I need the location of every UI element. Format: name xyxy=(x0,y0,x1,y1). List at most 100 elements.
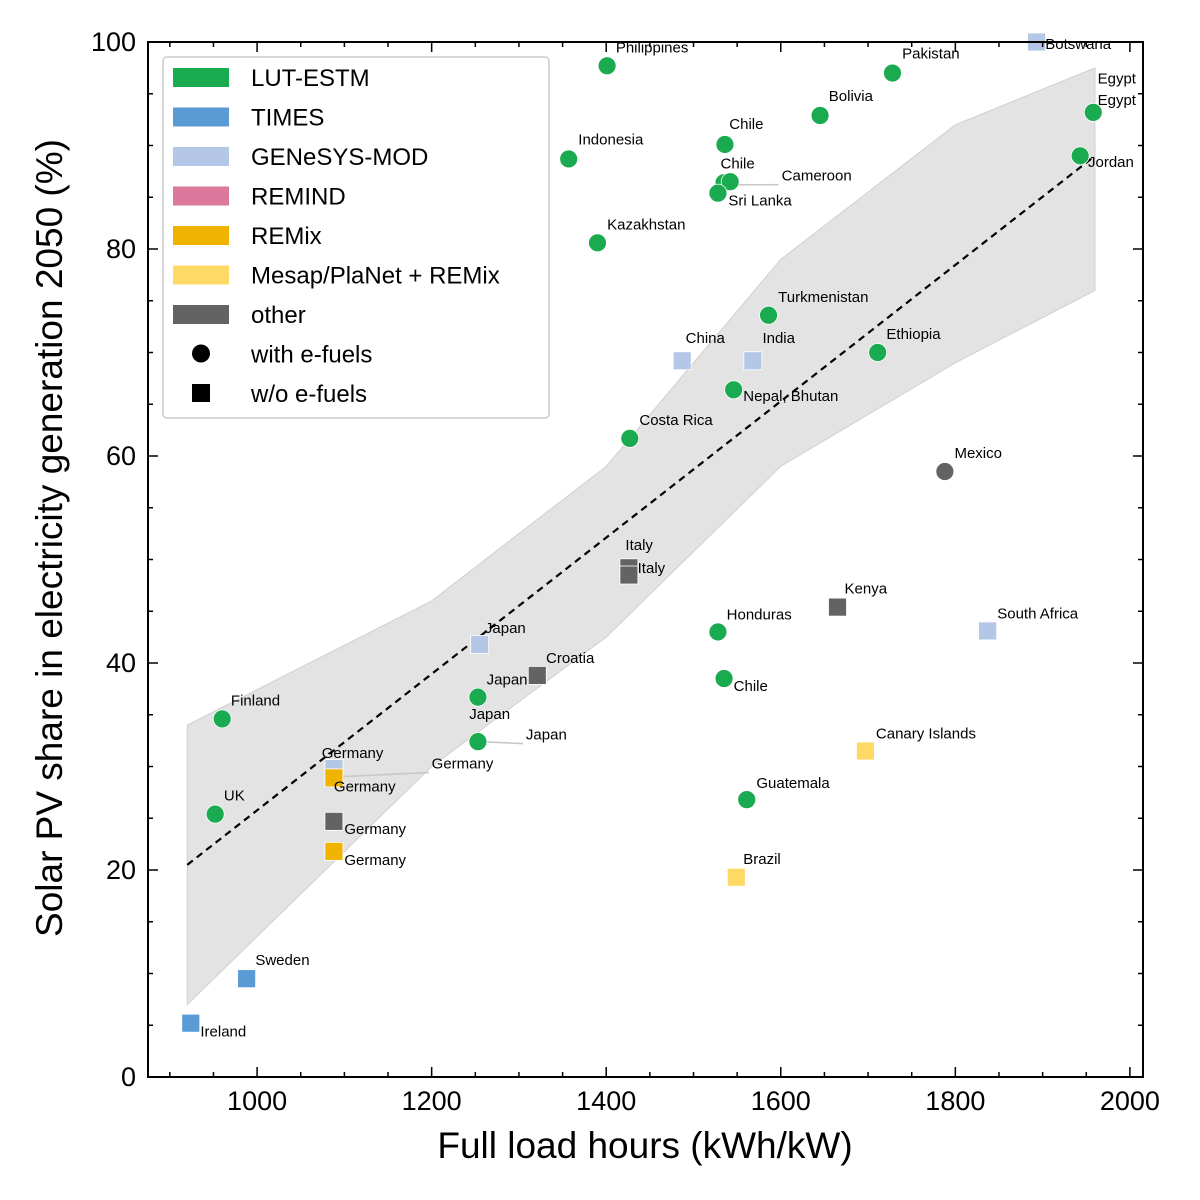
point-label-croatia: Croatia xyxy=(546,650,595,667)
point-label-japan: Japan xyxy=(487,672,528,689)
point-label-kazakhstan: Kazakhstan xyxy=(607,216,685,233)
point-chile-lut-estm xyxy=(714,669,734,688)
legend-swatch xyxy=(173,226,229,245)
point-label-egypt: Egypt xyxy=(1098,70,1137,87)
legend-swatch xyxy=(173,305,229,324)
point-label-germany: Germany xyxy=(322,745,384,762)
leader-line xyxy=(337,771,429,778)
point-label-honduras: Honduras xyxy=(727,607,792,624)
point-label-ethiopia: Ethiopia xyxy=(886,326,941,343)
point-kenya-other xyxy=(828,597,847,617)
point-costa-rica-lut-estm xyxy=(620,429,640,448)
y-axis-title: Solar PV share in electricity generation… xyxy=(29,139,70,937)
point-south-africa-genesys-mod xyxy=(978,621,998,641)
y-tick-label: 40 xyxy=(106,648,136,678)
point-label-philippines: Philippines xyxy=(616,39,689,56)
legend-item-remix: REMix xyxy=(173,223,322,250)
point-label-bolivia: Bolivia xyxy=(829,88,874,105)
x-tick-label: 1800 xyxy=(925,1086,985,1116)
point-canary-islands-mesap-planet-remix xyxy=(856,741,875,761)
point-honduras-lut-estm xyxy=(708,622,728,642)
point-japan-lut-estm xyxy=(468,732,488,752)
legend-marker-circle xyxy=(192,344,210,363)
legend-item-mesap-planet-remix: Mesap/PlaNet + REMix xyxy=(173,263,500,290)
point-japan-genesys-mod xyxy=(470,634,490,654)
point-label-germany: Germany xyxy=(432,756,494,773)
legend-swatch xyxy=(173,186,229,206)
point-turkmenistan-lut-estm xyxy=(759,305,778,325)
y-tick-label: 0 xyxy=(121,1062,136,1092)
point-guatemala-lut-estm xyxy=(737,790,757,810)
point-label-jordan: Jordan xyxy=(1088,154,1134,171)
point-label-germany: Germany xyxy=(334,778,396,795)
y-tick-label: 20 xyxy=(106,855,136,885)
confidence-band-layer xyxy=(186,67,1096,1006)
point-jordan-lut-estm xyxy=(1070,146,1090,166)
point-cameroon-lut-estm xyxy=(720,172,740,192)
point-label-japan: Japan xyxy=(526,727,567,744)
point-label-south-africa: South Africa xyxy=(997,605,1079,622)
point-label-nepal-bhutan: Nepal, Bhutan xyxy=(743,388,838,405)
point-label-turkmenistan: Turkmenistan xyxy=(778,289,868,306)
point-italy-other xyxy=(619,565,639,585)
point-label-guatemala: Guatemala xyxy=(756,775,830,792)
point-label-canary-islands: Canary Islands xyxy=(876,726,976,743)
legend-item-lut-estm: LUT-ESTM xyxy=(173,65,370,92)
legend-swatch xyxy=(173,147,229,166)
point-label-finland: Finland xyxy=(231,692,280,709)
point-indonesia-lut-estm xyxy=(559,149,579,169)
point-label-uk: UK xyxy=(224,788,245,805)
x-tick-label: 1200 xyxy=(402,1086,462,1116)
point-label-brazil: Brazil xyxy=(743,851,781,868)
x-tick-label: 1600 xyxy=(751,1086,811,1116)
point-label-ireland: Ireland xyxy=(200,1024,246,1041)
point-label-chile: Chile xyxy=(729,116,763,133)
legend-label: REMix xyxy=(251,223,322,250)
point-bolivia-lut-estm xyxy=(810,106,830,125)
point-label-cameroon: Cameroon xyxy=(782,168,852,185)
legend-item-w-o-e-fuels: w/o e-fuels xyxy=(192,381,367,408)
x-tick-label: 1400 xyxy=(576,1086,636,1116)
y-tick-label: 60 xyxy=(106,441,136,471)
legend-item-with-e-fuels: with e-fuels xyxy=(192,342,372,369)
legend-item-other: other xyxy=(173,302,306,329)
legend-label: TIMES xyxy=(251,105,324,132)
legend-label: Mesap/PlaNet + REMix xyxy=(251,263,500,290)
ticks-layer: 1000 1200 1400 1600 1800 2000 0 20 40 60 80 100 xyxy=(91,27,1160,1116)
legend-swatch xyxy=(173,107,229,127)
point-india-genesys-mod xyxy=(743,351,763,371)
point-finland-lut-estm xyxy=(212,709,232,729)
leader-line-layer xyxy=(337,183,779,778)
point-japan-lut-estm xyxy=(468,687,488,707)
legend-swatch xyxy=(173,68,229,87)
point-label-mexico: Mexico xyxy=(954,445,1002,462)
point-ireland-times xyxy=(181,1013,201,1033)
x-tick-label: 2000 xyxy=(1100,1086,1160,1116)
y-tick-label: 100 xyxy=(91,27,136,57)
legend-item-genesys-mod: GENeSYS-MOD xyxy=(173,144,428,171)
point-label-chile: Chile xyxy=(734,678,768,695)
legend-label: other xyxy=(251,302,306,329)
legend-item-remind: REMIND xyxy=(173,184,346,211)
point-philippines-lut-estm xyxy=(597,56,617,76)
legend: LUT-ESTM TIMES GENeSYS-MOD REMIND REMix Mesap… xyxy=(162,56,550,419)
point-label-germany: Germany xyxy=(344,821,406,838)
point-label-sri-lanka: Sri Lanka xyxy=(728,193,792,210)
confidence-band xyxy=(186,67,1096,1006)
point-label-egypt: Egypt xyxy=(1098,92,1137,109)
point-uk-lut-estm xyxy=(205,804,225,824)
point-brazil-mesap-planet-remix xyxy=(726,867,746,887)
point-label-china: China xyxy=(686,330,726,347)
legend-label: with e-fuels xyxy=(250,342,372,369)
point-china-genesys-mod xyxy=(672,351,692,371)
point-label-kenya: Kenya xyxy=(845,581,888,598)
point-label-costa-rica: Costa Rica xyxy=(639,412,713,429)
point-label-botswana: Botswana xyxy=(1045,36,1112,53)
point-croatia-other xyxy=(527,666,547,685)
legend-label: GENeSYS-MOD xyxy=(251,144,428,171)
legend-label: REMIND xyxy=(251,184,346,211)
point-label-italy: Italy xyxy=(638,560,666,577)
point-label-japan: Japan xyxy=(485,620,526,637)
legend-swatch xyxy=(173,265,229,285)
